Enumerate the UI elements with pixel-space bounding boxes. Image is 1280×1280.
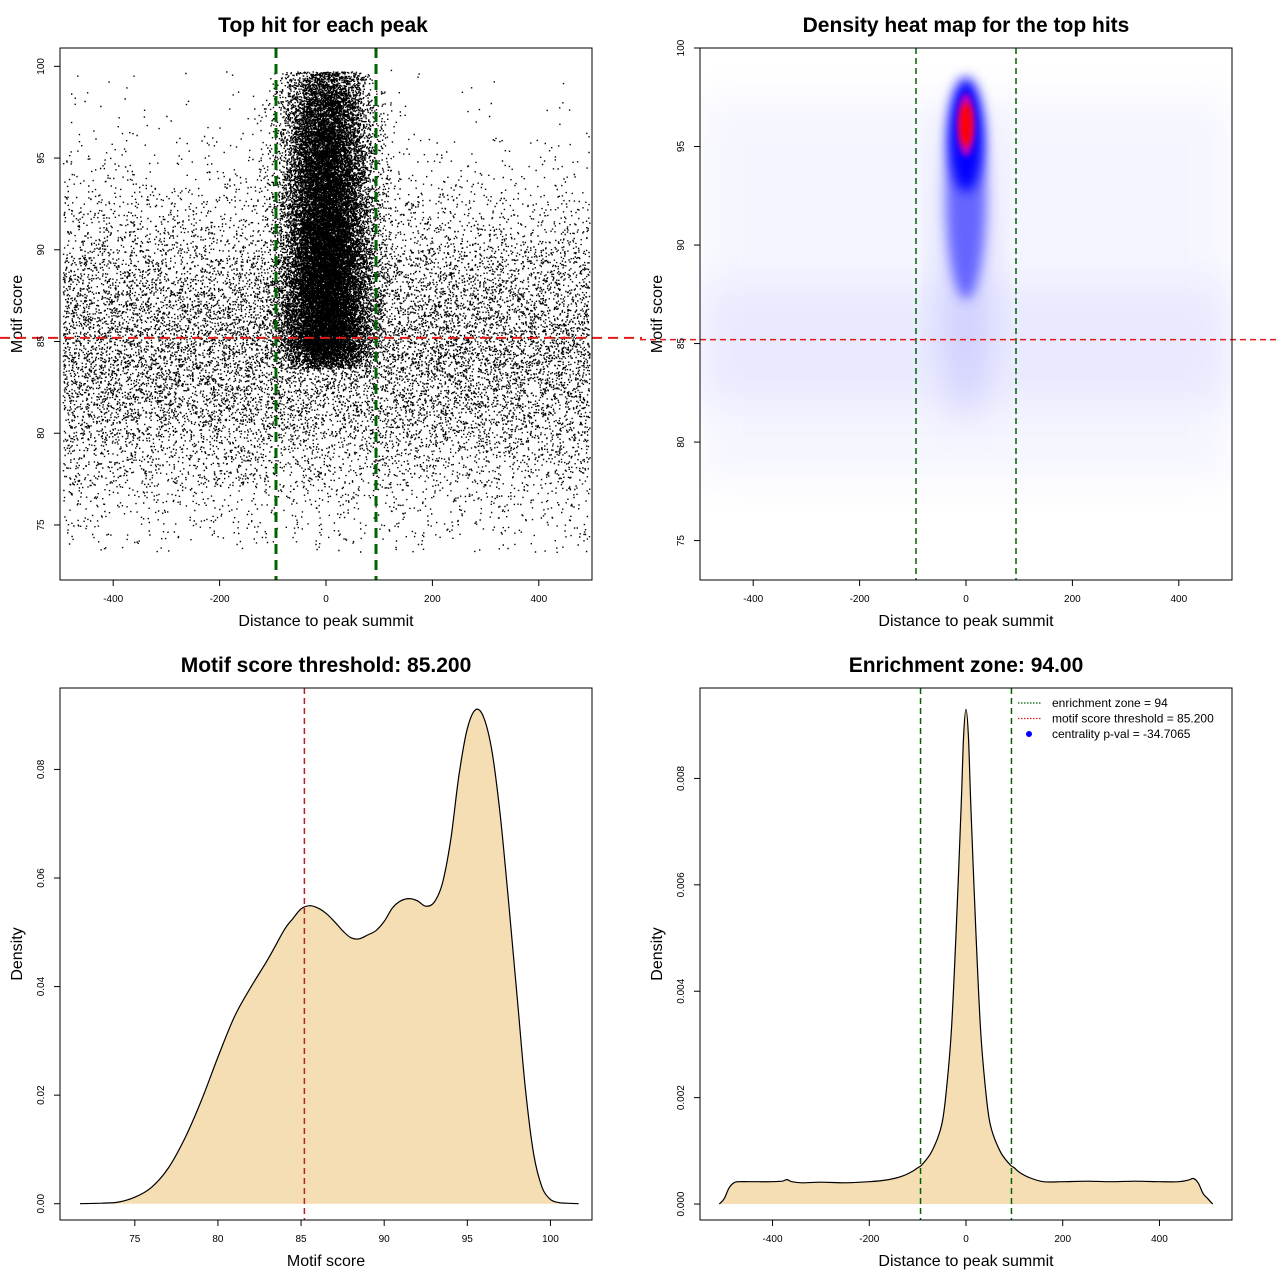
x-axis-label: Motif score <box>287 1253 365 1270</box>
x-tick-label: -200 <box>210 594 230 605</box>
legend: enrichment zone = 94 motif score threshol… <box>1018 696 1214 741</box>
y-tick-label: 85 <box>36 336 47 348</box>
x-tick-label: 400 <box>1151 1234 1168 1245</box>
y-tick-label: 100 <box>36 58 47 75</box>
density-curve <box>718 708 1214 1205</box>
y-axis-label: Motif score <box>9 275 26 353</box>
legend-label: centrality p-val = -34.7065 <box>1052 727 1191 741</box>
y-tick-label: 0.04 <box>36 976 47 996</box>
heat-peak <box>960 103 972 147</box>
y-tick-label: 0.000 <box>676 1191 687 1216</box>
y-tick-label: 0.06 <box>36 868 47 888</box>
x-tick-label: 400 <box>1170 594 1187 605</box>
y-tick-label: 90 <box>36 244 47 256</box>
panel-distance-density: Enrichment zone: 94.00 Distance to peak … <box>649 654 1233 1270</box>
x-tick-label: 400 <box>530 594 547 605</box>
legend-label: enrichment zone = 94 <box>1052 696 1168 710</box>
x-tick-label: 80 <box>212 1234 224 1245</box>
density-area <box>80 709 579 1204</box>
x-tick-label: 0 <box>963 594 969 605</box>
y-tick-label: 0.008 <box>676 765 687 790</box>
y-tick-label: 75 <box>36 519 47 531</box>
y-tick-label: 0.004 <box>676 978 687 1003</box>
heatmap-surface <box>700 77 1232 482</box>
legend-label: motif score threshold = 85.200 <box>1052 712 1214 726</box>
scatter-points <box>62 69 591 553</box>
x-tick-label: 85 <box>296 1234 308 1245</box>
chart-title: Density heat map for the top hits <box>803 14 1130 37</box>
panel-scatter: Top hit for each peak Distance to peak s… <box>0 14 642 630</box>
x-tick-label: 200 <box>1054 1234 1071 1245</box>
y-axis-label: Density <box>9 927 26 980</box>
y-tick-label: 95 <box>36 152 47 164</box>
data-point-cloud <box>62 69 591 553</box>
density-curve <box>79 708 579 1205</box>
x-tick-label: 200 <box>1064 594 1081 605</box>
chart-title: Enrichment zone: 94.00 <box>849 654 1084 677</box>
y-tick-label: 80 <box>676 436 687 448</box>
x-tick-label: 90 <box>379 1234 391 1245</box>
y-tick-label: 80 <box>36 427 47 439</box>
y-tick-label: 0.00 <box>36 1194 47 1214</box>
y-tick-label: 90 <box>676 239 687 251</box>
y-tick-label: 95 <box>676 141 687 153</box>
x-tick-label: 100 <box>542 1234 559 1245</box>
x-tick-label: 200 <box>424 594 441 605</box>
plot-frame <box>59 687 593 1221</box>
x-tick-label: 95 <box>462 1234 474 1245</box>
y-tick-label: 0.002 <box>676 1085 687 1110</box>
y-axis-label: Motif score <box>649 275 666 353</box>
chart-title: Motif score threshold: 85.200 <box>181 654 472 677</box>
density-area <box>719 709 1213 1204</box>
y-tick-label: 0.006 <box>676 872 687 897</box>
y-tick-label: 75 <box>676 535 687 547</box>
y-tick-label: 100 <box>676 39 687 56</box>
x-tick-label: 0 <box>323 594 329 605</box>
x-tick-label: -200 <box>850 594 870 605</box>
x-tick-label: -400 <box>103 594 123 605</box>
chart-title: Top hit for each peak <box>218 14 428 37</box>
y-tick-label: 0.02 <box>36 1085 47 1105</box>
panel-heatmap: Density heat map for the top hits Distan… <box>640 14 1280 630</box>
y-tick-label: 85 <box>676 338 687 350</box>
x-tick-label: -400 <box>763 1234 783 1245</box>
x-tick-label: 0 <box>963 1234 969 1245</box>
legend-marker-point <box>1026 731 1032 737</box>
x-tick-label: -400 <box>743 594 763 605</box>
x-axis-label: Distance to peak summit <box>238 613 414 630</box>
y-tick-label: 0.08 <box>36 759 47 779</box>
y-axis-label: Density <box>649 927 666 980</box>
panel-score-density: Motif score threshold: 85.200 Motif scor… <box>9 654 593 1270</box>
x-tick-label: 75 <box>129 1234 141 1245</box>
x-axis-label: Distance to peak summit <box>878 1253 1054 1270</box>
x-axis-label: Distance to peak summit <box>878 613 1054 630</box>
x-tick-label: -200 <box>859 1234 879 1245</box>
